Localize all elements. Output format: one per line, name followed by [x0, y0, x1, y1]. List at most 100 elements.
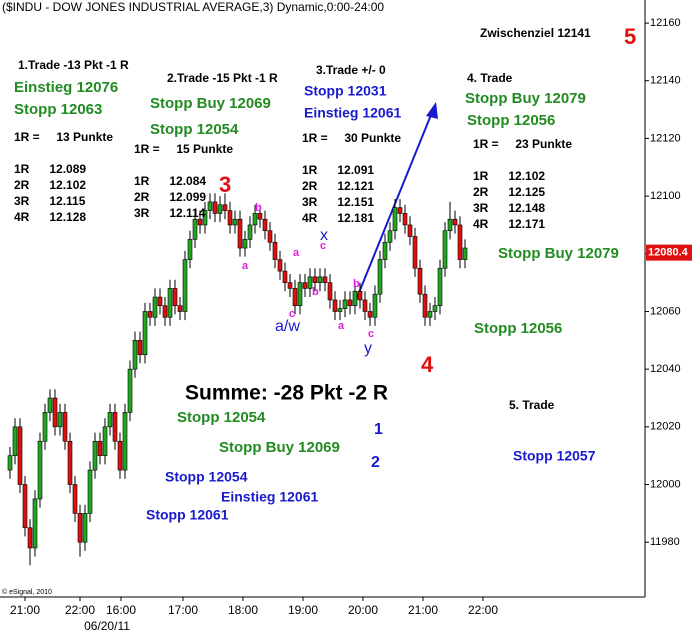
candle-body: [142, 311, 148, 356]
annotation: Einstieg 12076: [14, 79, 118, 96]
last-price-label: 12080.4: [648, 247, 689, 259]
candle-body: [247, 224, 253, 240]
annotation: 3R 12.148: [473, 201, 545, 215]
candle-body: [372, 293, 378, 318]
candle-body: [222, 204, 228, 211]
candle-body: [237, 218, 243, 249]
candle-body: [272, 241, 278, 260]
candle-body: [287, 282, 293, 289]
candle-body: [107, 412, 113, 428]
annotation: Stopp 12061: [146, 507, 229, 523]
candle-body: [42, 412, 48, 442]
candle-body: [337, 308, 343, 312]
candle-body: [307, 276, 313, 289]
annotation: Einstieg 12061: [304, 105, 401, 121]
annotation: a/w: [275, 318, 300, 335]
annotation: 1R = 23 Punkte: [473, 137, 572, 151]
candle-body: [442, 230, 448, 269]
candle-body: [437, 267, 443, 307]
candle-body: [82, 513, 88, 543]
candle-body: [112, 412, 118, 442]
annotation: Stopp 12063: [14, 101, 102, 118]
candle-body: [292, 288, 298, 307]
candle-body: [87, 469, 93, 514]
date-label: 06/20/11: [84, 619, 130, 632]
annotation: c: [320, 240, 326, 252]
annotation: a: [293, 247, 300, 259]
candle-body: [62, 412, 68, 442]
annotation: Stopp 12057: [513, 448, 596, 464]
candle-body: [277, 259, 283, 272]
candle-body: [212, 201, 218, 214]
candle-body: [412, 236, 418, 269]
annotation: 4: [421, 352, 434, 377]
annotation: 3R 12.114: [134, 206, 206, 220]
candle-body: [382, 241, 388, 260]
annotation: 4R 12.171: [473, 217, 545, 231]
annotation: Zwischenziel 12141: [480, 26, 591, 40]
annotation: 1R 12.084: [134, 174, 206, 188]
annotation: a: [338, 320, 345, 332]
candle-body: [177, 305, 183, 312]
candle-body: [172, 288, 178, 307]
annotation: 3: [219, 172, 231, 197]
annotation: 3R 12.151: [302, 195, 374, 209]
candle-body: [392, 207, 398, 232]
candle-body: [377, 259, 383, 295]
candle-body: [252, 213, 258, 226]
candle-body: [297, 282, 303, 307]
annotation: y: [364, 340, 372, 357]
candle-body: [232, 218, 238, 226]
candle-body: [242, 239, 248, 249]
annotation: Stopp 12056: [474, 320, 562, 337]
y-tick-label: 12040: [650, 363, 681, 375]
y-tick-label: 11980: [650, 536, 680, 548]
candle-body: [352, 290, 358, 307]
candle-body: [152, 296, 158, 318]
candle-body: [17, 426, 23, 485]
annotation: Stopp Buy 12069: [150, 95, 271, 112]
x-tick-label: 22:00: [468, 603, 498, 617]
annotation: © eSignal, 2010: [2, 588, 52, 596]
candle-body: [192, 218, 198, 240]
annotation: 5. Trade: [509, 398, 555, 412]
candle-body: [92, 440, 98, 471]
annotation: 5: [624, 24, 636, 49]
candle-body: [207, 201, 213, 211]
candle-body: [67, 440, 73, 485]
last-price-box: [646, 244, 692, 261]
annotation: 1R 12.089: [14, 162, 86, 176]
candle-body: [427, 311, 433, 318]
candle-body: [187, 239, 193, 260]
candle-body: [57, 412, 63, 428]
annotation: 2.Trade -15 Pkt -1 R: [167, 71, 278, 85]
candle-body: [47, 397, 53, 413]
x-tick-label: 20:00: [348, 603, 378, 617]
annotation: 3R 12.115: [14, 194, 86, 208]
y-tick-label: 12140: [650, 75, 681, 87]
annotation: b: [312, 286, 319, 298]
annotation: 1R = 30 Punkte: [302, 131, 401, 145]
candle-body: [257, 213, 263, 220]
candle-body: [332, 299, 338, 312]
candle-body: [367, 311, 373, 318]
candle-body: [132, 340, 138, 370]
candle-body: [162, 305, 168, 318]
candle-body: [387, 230, 393, 243]
x-tick-label: 21:00: [10, 603, 40, 617]
candle-body: [12, 426, 18, 456]
annotation: x: [320, 227, 328, 244]
chart-title: ($INDU - DOW JONES INDUSTRIAL AVERAGE,3)…: [2, 0, 384, 14]
x-tick-label: 19:00: [288, 603, 318, 617]
candle-body: [22, 484, 28, 529]
annotation: Stopp 12031: [304, 83, 387, 99]
candle-body: [457, 224, 463, 260]
annotation: 1.Trade -13 Pkt -1 R: [18, 58, 129, 72]
candle-body: [322, 276, 328, 283]
annotation: b: [353, 278, 360, 290]
candle-body: [217, 204, 223, 214]
annotation: 1R = 13 Punkte: [14, 130, 113, 144]
candle-body: [127, 368, 133, 413]
candle-body: [147, 311, 153, 318]
